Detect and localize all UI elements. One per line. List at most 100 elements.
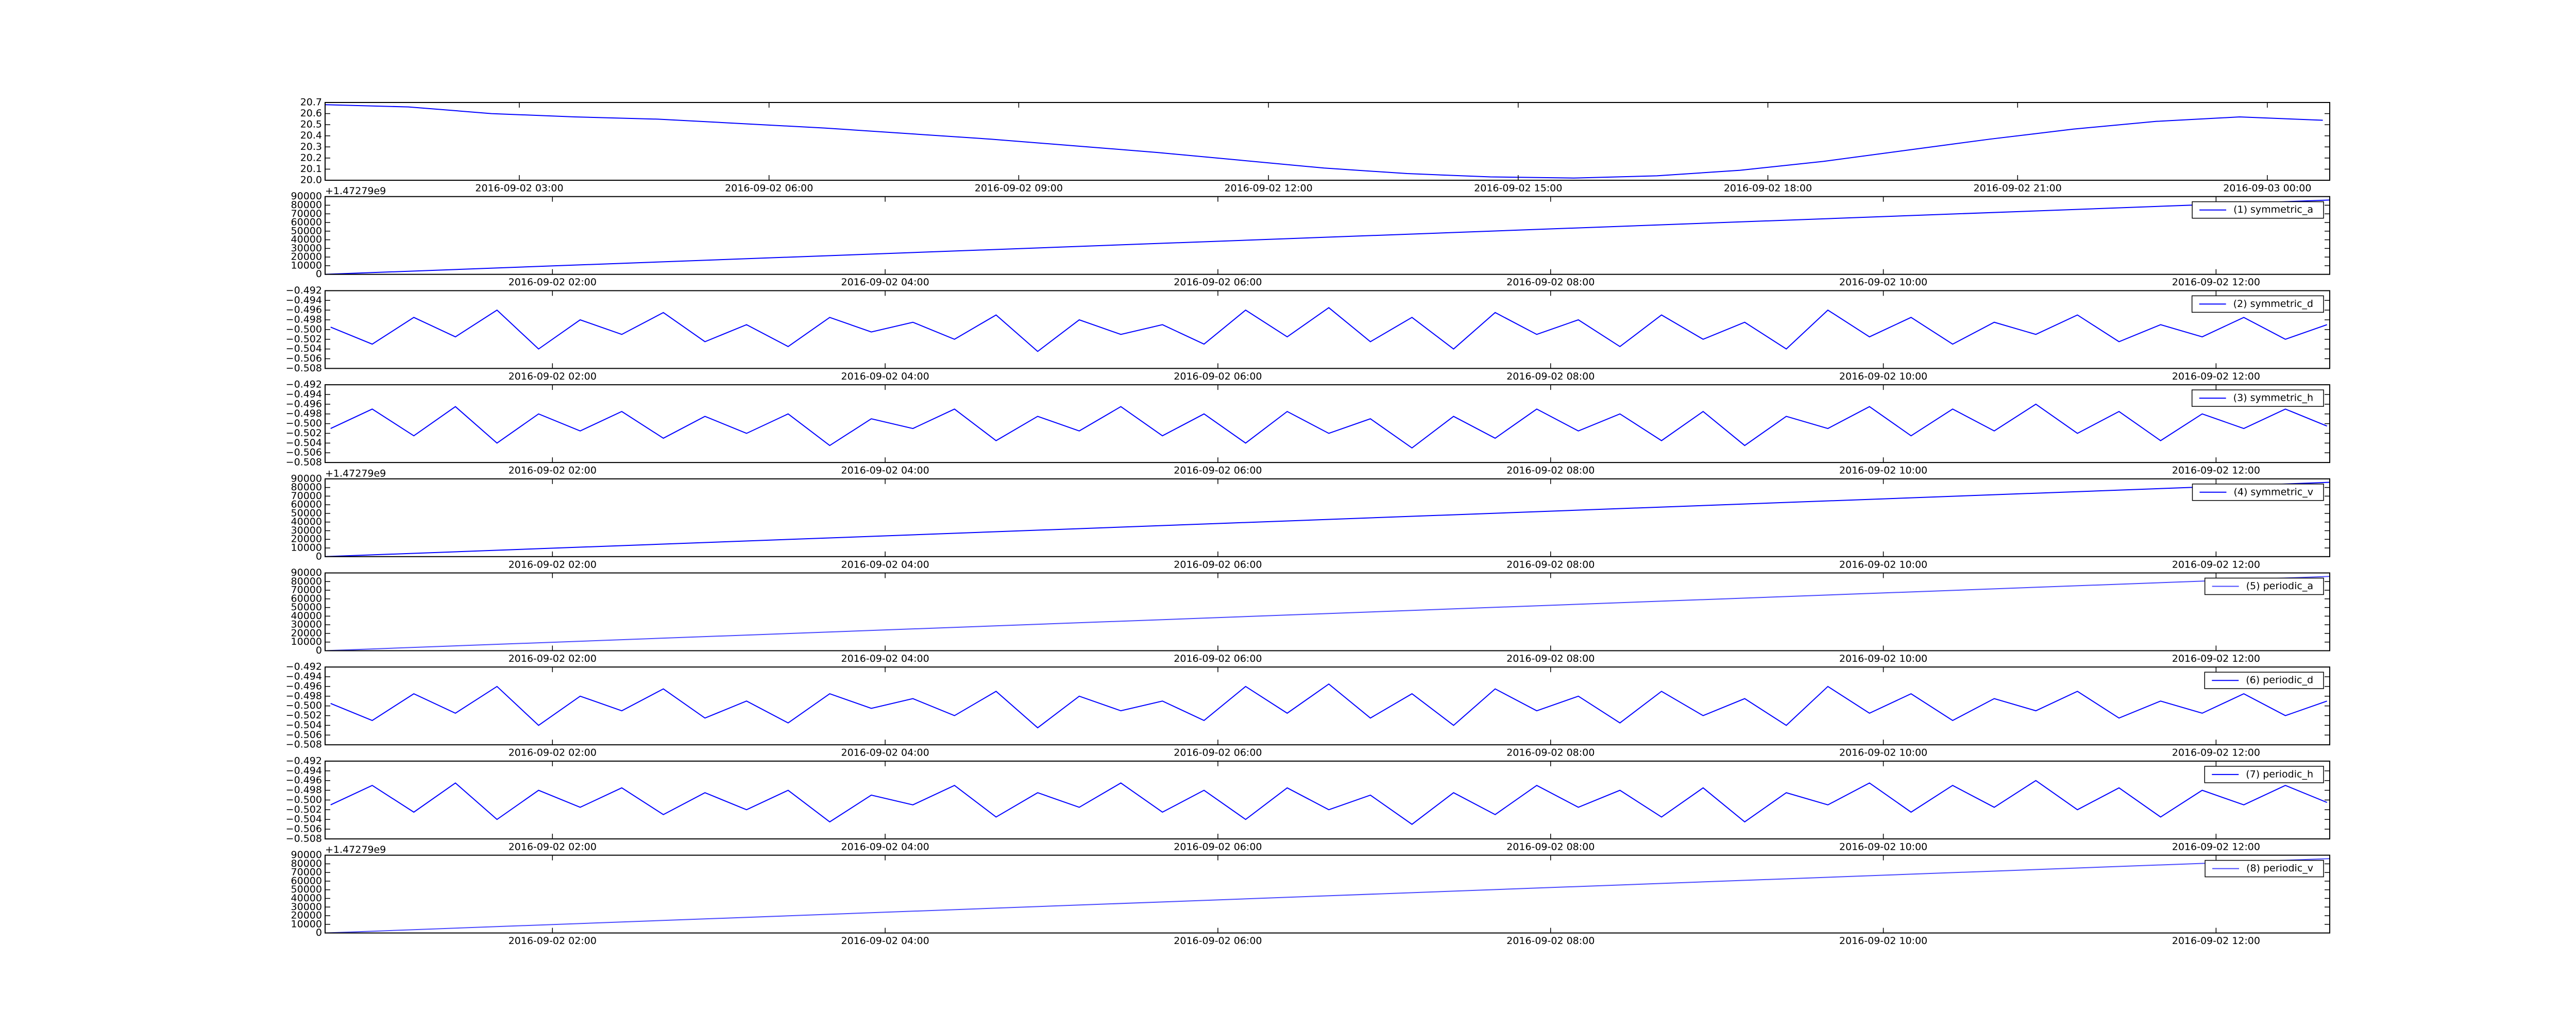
series-line — [330, 307, 2327, 352]
y-tick-label: 30000 — [291, 525, 322, 536]
y-tick-label: 40000 — [291, 892, 322, 904]
y-tick-label: −0.502 — [286, 804, 322, 815]
y-tick-label: 50000 — [291, 507, 322, 519]
y-tick-label: −0.498 — [286, 690, 322, 701]
x-tick-label: 2016-09-02 12:00 — [2172, 371, 2260, 382]
x-tick-label: 2016-09-02 06:00 — [725, 183, 813, 194]
x-tick-label: 2016-09-03 00:00 — [2223, 183, 2311, 194]
y-tick-label: −0.504 — [286, 343, 322, 354]
x-tick-label: 2016-09-02 04:00 — [841, 653, 929, 664]
y-tick-label: −0.500 — [286, 794, 322, 805]
legend: (1) symmetric_a — [2192, 201, 2324, 219]
x-tick-label: 2016-09-02 02:00 — [509, 277, 597, 288]
x-tick-label: 2016-09-02 09:00 — [975, 183, 1063, 194]
x-tick-label: 2016-09-02 21:00 — [1974, 183, 2062, 194]
y-tick-label: 30000 — [291, 901, 322, 913]
y-tick-label: 20000 — [291, 910, 322, 921]
x-tick-label: 2016-09-02 08:00 — [1506, 371, 1595, 382]
x-tick-label: 2016-09-02 06:00 — [1174, 371, 1262, 382]
series-line — [325, 104, 2323, 179]
y-tick-label: 20.4 — [300, 130, 322, 141]
legend-label: (5) periodic_a — [2246, 580, 2313, 592]
y-tick-label: 80000 — [291, 858, 322, 869]
x-tick-label: 2016-09-02 12:00 — [2172, 747, 2260, 759]
y-tick-label: −0.498 — [286, 408, 322, 419]
x-tick-label: 2016-09-02 15:00 — [1474, 183, 1562, 194]
x-tick-label: 2016-09-02 10:00 — [1839, 747, 1927, 759]
x-tick-label: 2016-09-02 06:00 — [1174, 559, 1262, 570]
y-tick-label: −0.496 — [286, 680, 322, 692]
y-tick-label: −0.502 — [286, 333, 322, 345]
y-tick-label: 0 — [316, 551, 322, 562]
series-line — [325, 482, 2330, 557]
x-tick-label: 2016-09-02 12:00 — [1224, 183, 1312, 194]
y-tick-label: 70000 — [291, 585, 322, 596]
y-tick-label: −0.506 — [286, 447, 322, 458]
y-tick-label: −0.498 — [286, 314, 322, 325]
legend: (4) symmetric_v — [2192, 484, 2324, 501]
subplot: 0100002000030000400005000060000700008000… — [291, 468, 2330, 570]
legend-box — [2204, 766, 2324, 783]
series-line — [330, 683, 2327, 729]
y-tick-label: 10000 — [291, 636, 322, 647]
x-tick-label: 2016-09-02 08:00 — [1506, 841, 1595, 852]
x-tick-label: 2016-09-02 04:00 — [841, 935, 929, 947]
series-line — [330, 780, 2327, 825]
y-tick-label: 60000 — [291, 875, 322, 886]
legend-label: (4) symmetric_v — [2233, 486, 2313, 497]
y-tick-label: 40000 — [291, 234, 322, 245]
y-tick-label: −0.506 — [286, 353, 322, 364]
y-tick-label: 10000 — [291, 918, 322, 930]
y-tick-label: 40000 — [291, 610, 322, 622]
y-tick-label: 0 — [316, 645, 322, 656]
y-tick-label: −0.492 — [286, 661, 322, 673]
y-tick-label: 30000 — [291, 619, 322, 630]
series-line — [325, 199, 2330, 275]
y-tick-label: 70000 — [291, 867, 322, 878]
y-tick-label: 40000 — [291, 516, 322, 527]
x-tick-label: 2016-09-02 04:00 — [841, 465, 929, 476]
y-tick-label: 60000 — [291, 499, 322, 510]
x-tick-label: 2016-09-02 02:00 — [509, 935, 597, 947]
x-tick-label: 2016-09-02 12:00 — [2172, 277, 2260, 288]
y-tick-label: 50000 — [291, 602, 322, 613]
x-tick-label: 2016-09-02 04:00 — [841, 841, 929, 852]
y-tick-label: −0.508 — [286, 363, 322, 374]
legend: (7) periodic_h — [2204, 766, 2324, 783]
legend-label: (8) periodic_v — [2246, 863, 2313, 874]
x-tick-label: 2016-09-02 10:00 — [1839, 935, 1927, 947]
y-tick-label: 80000 — [291, 576, 322, 587]
y-tick-label: −0.494 — [286, 295, 322, 306]
subplot: −0.508−0.506−0.504−0.502−0.500−0.498−0.4… — [286, 755, 2330, 852]
y-tick-label: −0.504 — [286, 719, 322, 731]
x-tick-label: 2016-09-02 06:00 — [1174, 841, 1262, 852]
legend: (8) periodic_v — [2205, 860, 2324, 878]
x-tick-label: 2016-09-02 04:00 — [841, 747, 929, 759]
y-tick-label: −0.504 — [286, 437, 322, 449]
y-tick-label: 20000 — [291, 627, 322, 639]
x-tick-label: 2016-09-02 06:00 — [1174, 653, 1262, 664]
subplot: −0.508−0.506−0.504−0.502−0.500−0.498−0.4… — [286, 379, 2330, 476]
x-tick-label: 2016-09-02 10:00 — [1839, 277, 1927, 288]
x-tick-label: 2016-09-02 04:00 — [841, 277, 929, 288]
axes-frame — [325, 572, 2330, 651]
y-tick-label: 90000 — [291, 567, 322, 578]
x-tick-label: 2016-09-02 06:00 — [1174, 747, 1262, 759]
y-tick-label: −0.496 — [286, 304, 322, 316]
x-tick-label: 2016-09-02 18:00 — [1724, 183, 1812, 194]
x-tick-label: 2016-09-02 03:00 — [475, 183, 563, 194]
y-tick-label: −0.500 — [286, 323, 322, 335]
offset-text: +1.47279e9 — [325, 844, 386, 855]
subplot: 20.020.120.220.320.420.520.620.7 2016-09-… — [300, 97, 2330, 194]
offset-text: +1.47279e9 — [325, 468, 386, 479]
x-tick-label: 2016-09-02 10:00 — [1839, 841, 1927, 852]
legend-label: (3) symmetric_h — [2233, 392, 2313, 404]
y-tick-label: −0.494 — [286, 765, 322, 776]
y-tick-label: −0.492 — [286, 285, 322, 296]
y-tick-label: 90000 — [291, 473, 322, 484]
y-tick-label: 10000 — [291, 542, 322, 554]
series-line — [330, 403, 2327, 449]
y-tick-label: −0.506 — [286, 823, 322, 835]
x-tick-label: 2016-09-02 06:00 — [1174, 277, 1262, 288]
